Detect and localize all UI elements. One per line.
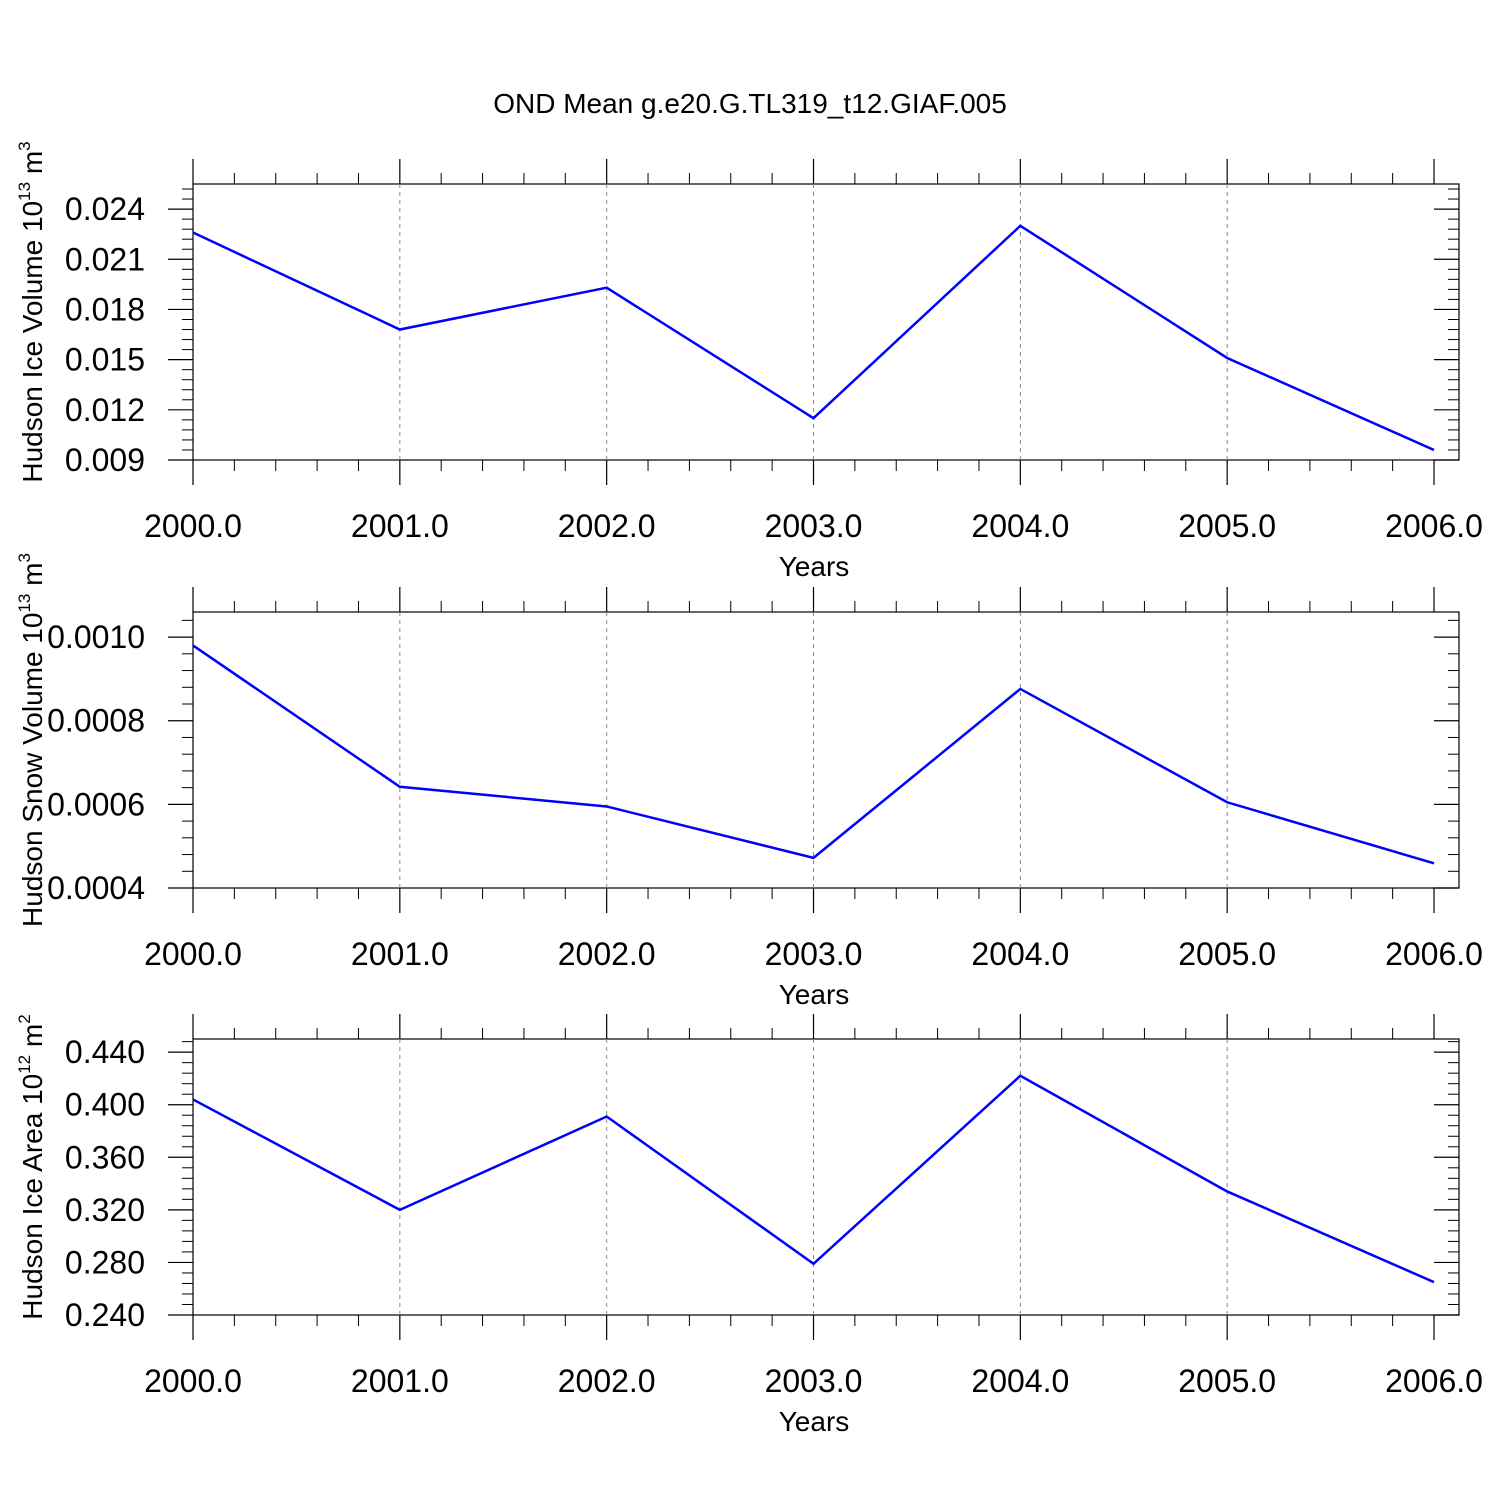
x-tick-label: 2002.0 [558, 936, 656, 972]
x-tick-label: 2005.0 [1178, 1363, 1276, 1399]
x-tick-label: 2001.0 [351, 936, 449, 972]
x-tick-label: 2003.0 [765, 936, 863, 972]
chart-panel-3: 2000.0 2001.0 2002.0 2003.0 2004.0 2005.0 2006… [15, 1014, 1483, 1437]
x-tick-label: 2001.0 [351, 1363, 449, 1399]
x-tick-label: 2002.0 [558, 1363, 656, 1399]
x-tick-label: 2004.0 [971, 508, 1069, 544]
y-tick-label: 0.0004 [47, 870, 145, 906]
y-axis-label: Hudson Ice Volume 1013 m3 [15, 141, 48, 482]
figure-title: OND Mean g.e20.G.TL319_t12.GIAF.005 [493, 88, 1007, 119]
panels: 2000.0 2001.0 2002.0 2003.0 2004.0 2005.0 2006… [15, 141, 1483, 1437]
y-tick-label: 0.440 [65, 1034, 145, 1070]
x-tick-label: 2005.0 [1178, 508, 1276, 544]
y-axis-label: Hudson Ice Area 1012 m2 [15, 1014, 48, 1319]
x-axis-label: Years [779, 551, 850, 582]
x-tick-label: 2001.0 [351, 508, 449, 544]
x-tick-label: 2003.0 [765, 508, 863, 544]
x-tick-label: 2006.0 [1385, 1363, 1483, 1399]
y-axis-label: Hudson Snow Volume 1013 m3 [15, 553, 48, 927]
x-tick-label: 2000.0 [144, 936, 242, 972]
chart-panel-2: 2000.0 2001.0 2002.0 2003.0 2004.0 2005.0 2006… [15, 553, 1483, 1010]
y-tick-label: 0.009 [65, 442, 145, 478]
y-tick-label: 0.400 [65, 1087, 145, 1123]
y-tick-label: 0.0010 [47, 619, 145, 655]
chart-panel-1: 2000.0 2001.0 2002.0 2003.0 2004.0 2005.0 2006… [15, 141, 1483, 582]
y-tick-label: 0.018 [65, 291, 145, 327]
y-tick-label: 0.0008 [47, 703, 145, 739]
x-tick-label: 2003.0 [765, 1363, 863, 1399]
y-tick-label: 0.012 [65, 392, 145, 428]
y-tick-label: 0.015 [65, 342, 145, 378]
x-tick-label: 2004.0 [971, 1363, 1069, 1399]
x-tick-label: 2006.0 [1385, 508, 1483, 544]
y-tick-label: 0.0006 [47, 786, 145, 822]
x-tick-label: 2000.0 [144, 1363, 242, 1399]
y-tick-label: 0.240 [65, 1297, 145, 1333]
x-tick-label: 2006.0 [1385, 936, 1483, 972]
plot-frame [192, 1038, 1460, 1316]
plot-frame [192, 611, 1460, 889]
y-tick-label: 0.024 [65, 191, 145, 227]
x-tick-label: 2000.0 [144, 508, 242, 544]
y-tick-label: 0.280 [65, 1244, 145, 1280]
y-tick-label: 0.021 [65, 241, 145, 277]
x-tick-label: 2002.0 [558, 508, 656, 544]
x-axis-label: Years [779, 979, 850, 1010]
x-tick-label: 2005.0 [1178, 936, 1276, 972]
y-tick-label: 0.320 [65, 1192, 145, 1228]
x-tick-label: 2004.0 [971, 936, 1069, 972]
plot-frame [192, 183, 1460, 461]
x-axis-label: Years [779, 1406, 850, 1437]
y-tick-label: 0.360 [65, 1139, 145, 1175]
